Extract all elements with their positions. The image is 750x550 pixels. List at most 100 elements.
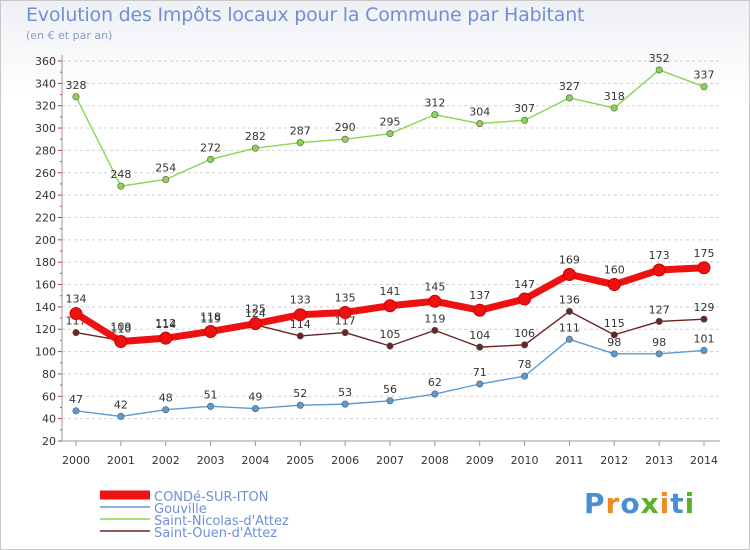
data-point [428, 294, 442, 308]
data-label: 48 [159, 392, 173, 405]
data-point [521, 372, 529, 380]
data-label: 254 [155, 161, 176, 174]
data-point [207, 155, 215, 163]
x-tick-label: 2006 [331, 454, 359, 467]
legend-label: Saint-Nicolas-d'Attez [154, 514, 289, 529]
data-label: 272 [200, 141, 221, 154]
logo-letter: i [684, 487, 696, 520]
data-label: 71 [473, 366, 487, 379]
data-point [431, 111, 439, 119]
data-point [162, 175, 170, 183]
data-point [655, 66, 663, 74]
data-point [251, 405, 259, 413]
data-label: 114 [155, 318, 176, 331]
data-label: 141 [380, 285, 401, 298]
data-label: 105 [380, 328, 401, 341]
data-point [72, 329, 80, 337]
data-label: 98 [652, 336, 666, 349]
data-label: 318 [604, 90, 625, 103]
data-label: 337 [694, 69, 715, 82]
data-label: 169 [559, 253, 580, 266]
x-tick-label: 2007 [376, 454, 404, 467]
data-label: 304 [469, 106, 490, 119]
data-label: 56 [383, 383, 397, 396]
data-label: 327 [559, 80, 580, 93]
data-point [565, 335, 573, 343]
legend-label: Saint-Ouen-d'Attez [154, 526, 277, 541]
data-point [652, 263, 666, 277]
data-point [338, 305, 352, 319]
y-tick-label: 320 [35, 100, 56, 113]
data-label: 160 [604, 264, 625, 277]
x-tick-label: 2000 [62, 454, 90, 467]
data-label: 125 [245, 303, 266, 316]
data-label: 295 [380, 116, 401, 129]
data-point [562, 267, 576, 281]
data-label: 137 [469, 289, 490, 302]
data-label: 175 [694, 247, 715, 260]
data-label: 117 [335, 315, 356, 328]
data-point [655, 317, 663, 325]
data-label: 134 [66, 293, 87, 306]
data-point [207, 402, 215, 410]
data-label: 282 [245, 130, 266, 143]
x-tick-label: 2014 [690, 454, 718, 467]
data-label: 104 [469, 329, 490, 342]
logo-letter: o [620, 487, 641, 520]
data-label: 115 [604, 317, 625, 330]
data-point [386, 397, 394, 405]
data-label: 78 [518, 358, 532, 371]
data-label: 352 [649, 52, 670, 65]
y-tick-label: 340 [35, 77, 56, 90]
data-label: 52 [293, 387, 307, 400]
y-tick-label: 200 [35, 234, 56, 247]
data-point [117, 412, 125, 420]
data-point [204, 324, 218, 338]
x-tick-label: 2009 [466, 454, 494, 467]
data-point [114, 335, 128, 349]
data-point [610, 104, 618, 112]
data-point [248, 317, 262, 331]
legend-label: CONDé-SUR-ITON [154, 490, 268, 505]
y-tick-label: 360 [35, 55, 56, 68]
data-point [117, 182, 125, 190]
proxiti-logo: Proxiti [584, 487, 695, 520]
data-point [296, 332, 304, 340]
data-point [697, 261, 711, 275]
data-point [72, 407, 80, 415]
data-label: 287 [290, 125, 311, 138]
data-point [383, 299, 397, 313]
chart-subtitle: (en € et par an) [26, 29, 113, 42]
x-tick-label: 2002 [152, 454, 180, 467]
chart-title: Evolution des Impôts locaux pour la Comm… [26, 4, 585, 26]
data-label: 49 [248, 391, 262, 404]
y-tick-label: 300 [35, 122, 56, 135]
data-label: 101 [694, 332, 715, 345]
y-tick-label: 240 [35, 189, 56, 202]
data-point [700, 315, 708, 323]
data-label: 119 [200, 312, 221, 325]
data-label: 127 [649, 303, 670, 316]
y-tick-label: 260 [35, 167, 56, 180]
data-point [655, 350, 663, 358]
data-point [341, 400, 349, 408]
y-tick-label: 160 [35, 279, 56, 292]
data-label: 53 [338, 386, 352, 399]
data-label: 106 [514, 327, 535, 340]
data-label: 98 [607, 336, 621, 349]
data-point [565, 307, 573, 315]
logo-letter: x [640, 487, 660, 520]
series-line [75, 338, 705, 418]
data-point [159, 331, 173, 345]
data-point [610, 350, 618, 358]
data-point [476, 120, 484, 128]
data-point [251, 144, 259, 152]
data-label: 42 [114, 398, 128, 411]
legend-label: Gouville [154, 502, 207, 517]
data-label: 119 [424, 312, 445, 325]
data-point [72, 93, 80, 101]
data-label: 312 [424, 97, 445, 110]
x-tick-label: 2004 [241, 454, 269, 467]
data-label: 328 [66, 79, 87, 92]
